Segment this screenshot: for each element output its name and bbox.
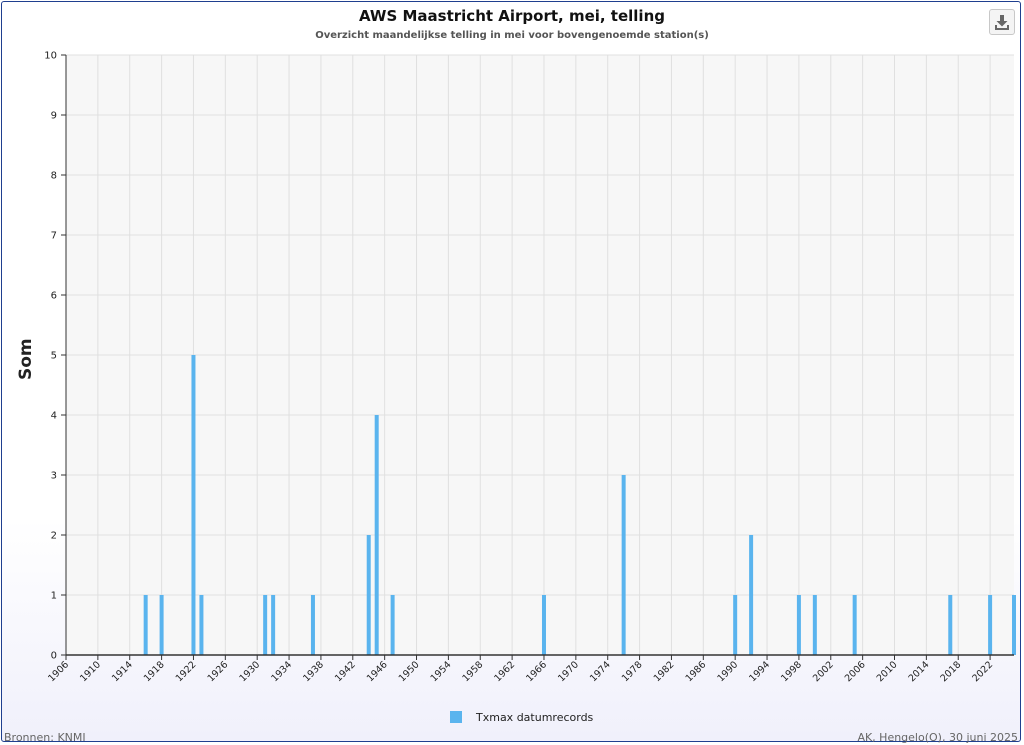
bar: [621, 475, 626, 655]
x-tick-label: 1998: [779, 659, 804, 684]
y-tick-label: 6: [51, 291, 57, 302]
x-tick-label: 1942: [333, 659, 358, 684]
chart-title: AWS Maastricht Airport, mei, telling: [358, 7, 665, 25]
x-tick-label: 1926: [206, 659, 231, 684]
x-tick-label: 1958: [460, 659, 485, 684]
bar: [366, 535, 371, 655]
x-tick-label: 1938: [301, 659, 326, 684]
bar: [263, 595, 268, 655]
bar: [1012, 595, 1016, 655]
x-tick-label: 1930: [237, 659, 262, 684]
y-tick-label: 10: [44, 51, 57, 62]
source-credit: Bronnen: KNMI: [4, 731, 86, 744]
x-tick-label: 1982: [652, 659, 677, 684]
x-tick-label: 2014: [907, 659, 932, 684]
x-tick-label: 1934: [269, 659, 294, 684]
x-tick-label: 1990: [715, 659, 740, 684]
x-tick-label: 1910: [78, 659, 103, 684]
bar: [988, 595, 993, 655]
bar: [143, 595, 148, 655]
x-tick-label: 2018: [938, 659, 963, 684]
x-tick-label: 2006: [843, 659, 868, 684]
chart-subtitle: Overzicht maandelijkse telling in mei vo…: [315, 30, 709, 41]
x-tick-label: 1922: [174, 659, 199, 684]
bar: [796, 595, 801, 655]
x-tick-label: 1946: [365, 659, 390, 684]
x-tick-label: 1994: [747, 659, 772, 684]
x-tick-label: 1978: [620, 659, 645, 684]
bar: [199, 595, 204, 655]
y-tick-label: 7: [51, 231, 57, 242]
x-tick-label: 1914: [110, 659, 135, 684]
x-tick-label: 1954: [429, 659, 454, 684]
bar: [948, 595, 953, 655]
x-tick-label: 1950: [397, 659, 422, 684]
y-tick-label: 9: [51, 111, 57, 122]
y-tick-label: 0: [51, 651, 57, 662]
bar: [191, 355, 196, 655]
legend-item[interactable]: Txmax datumrecords: [450, 710, 593, 724]
bar: [541, 595, 546, 655]
author-credit: AK, Hengelo(O), 30 juni 2025: [857, 731, 1018, 744]
y-tick-label: 4: [51, 411, 57, 422]
x-tick-label: 1906: [46, 659, 71, 684]
x-tick-label: 1974: [588, 659, 613, 684]
legend-label: Txmax datumrecords: [476, 710, 594, 724]
bar: [271, 595, 276, 655]
download-icon: [995, 15, 1009, 30]
bar: [159, 595, 164, 655]
y-tick-label: 1: [51, 591, 57, 602]
x-tick-label: 1970: [556, 659, 581, 684]
y-tick-label: 5: [51, 351, 57, 362]
x-tick-label: 1962: [492, 659, 517, 684]
x-tick-label: 2002: [811, 659, 836, 684]
x-tick-label: 1918: [142, 659, 167, 684]
x-tick-label: 1986: [684, 659, 709, 684]
bar: [812, 595, 817, 655]
bar: [733, 595, 738, 655]
bar: [310, 595, 315, 655]
download-button[interactable]: [989, 9, 1015, 35]
y-tick-label: 8: [51, 171, 57, 182]
legend-swatch: [450, 711, 462, 723]
bar: [749, 535, 754, 655]
y-tick-label: 3: [51, 471, 57, 482]
bar: [852, 595, 857, 655]
bar: [374, 415, 379, 655]
bar: [390, 595, 395, 655]
x-tick-label: 1966: [524, 659, 549, 684]
x-tick-label: 2022: [970, 659, 995, 684]
y-tick-label: 2: [51, 531, 57, 542]
x-tick-label: 2010: [875, 659, 900, 684]
